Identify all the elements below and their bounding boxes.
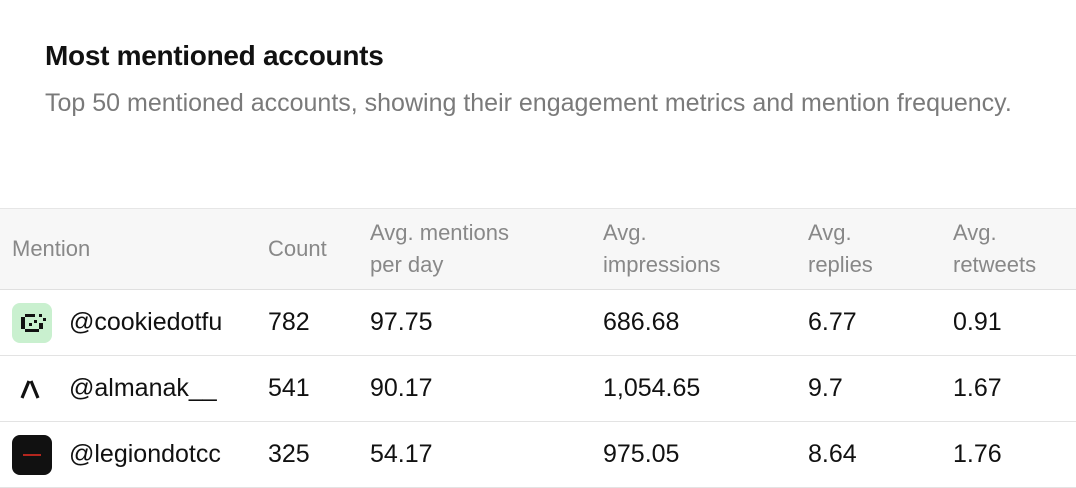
column-header: Avg. retweets [953, 220, 1037, 277]
column-header: Avg. impressions [603, 220, 721, 277]
column-header: Avg. replies [808, 220, 873, 277]
row: @cookiedotfu 782 97.75 686.68 6.77 0.91 [0, 290, 1076, 356]
metric: 6.77 [808, 308, 857, 336]
avatar [20, 380, 40, 399]
metric: 1.76 [953, 440, 1002, 468]
row: @legiondotcc 325 54.17 975.05 8.64 1.76 [0, 422, 1076, 488]
metric: 9.7 [808, 374, 843, 402]
subtitle: Top 50 mentioned accounts, showing their… [45, 89, 1012, 117]
account-name: @legiondotcc [69, 440, 221, 468]
metric: 1.67 [953, 374, 1002, 402]
column-header: Mention [12, 236, 91, 261]
metric: 54.17 [370, 440, 433, 468]
metric: 975.05 [603, 440, 680, 468]
column-header: Count [268, 236, 327, 261]
title: Most mentioned accounts [45, 40, 384, 71]
metric: 541 [268, 374, 310, 402]
metric: 0.91 [953, 308, 1002, 336]
account-name: @cookiedotfu [69, 308, 223, 336]
table: Mention Count Avg. mentions per day Avg. im… [0, 208, 1076, 488]
header-row: Mention Count Avg. mentions per day Avg. im… [0, 208, 1076, 290]
metric: 782 [268, 308, 310, 336]
metric: 8.64 [808, 440, 857, 468]
column-header: Avg. mentions per day [370, 220, 510, 277]
metric: 686.68 [603, 308, 680, 336]
metric: 1,054.65 [603, 374, 701, 402]
account-name: @almanak__ [69, 374, 217, 402]
metric: 90.17 [370, 374, 433, 402]
avatar [12, 435, 52, 475]
metric: 325 [268, 440, 310, 468]
metric: 97.75 [370, 308, 433, 336]
row: @almanak__ 541 90.17 1,054.65 9.7 1.67 [0, 356, 1076, 422]
avatar [12, 303, 52, 343]
